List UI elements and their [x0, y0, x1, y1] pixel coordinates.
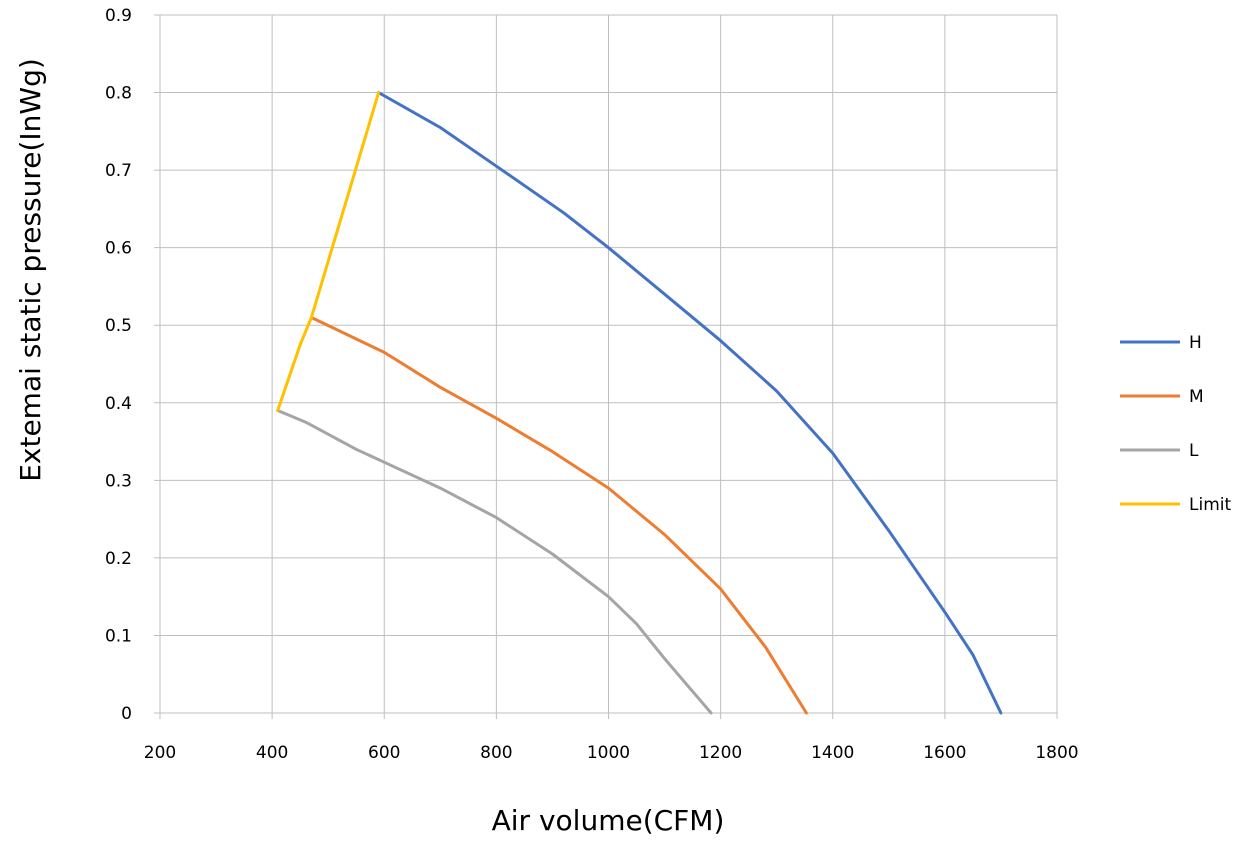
legend: H M L Limit [1120, 333, 1231, 515]
legend-label: L [1189, 441, 1199, 461]
y-tick-label: 0.5 [105, 316, 132, 336]
y-tick-label: 0.9 [105, 6, 132, 26]
x-tick-label: 1200 [699, 743, 742, 763]
x-tick-label: 1800 [1035, 743, 1078, 763]
y-tick-label: 0.4 [105, 394, 132, 414]
x-tick-label: 1000 [587, 743, 630, 763]
x-axis-title: Air volume(CFM) [492, 804, 725, 837]
x-axis-tick-labels: 200 400 600 800 1000 1200 1400 1600 1800 [144, 743, 1079, 763]
y-tick-label: 0.1 [105, 626, 132, 646]
x-tick-label: 400 [256, 743, 288, 763]
series-line-limit [276, 91, 381, 412]
grid-lines [154, 14, 1058, 719]
legend-label: Limit [1189, 495, 1231, 515]
series-lines [276, 91, 1003, 715]
legend-item-h: H [1120, 333, 1202, 353]
y-axis-title: Extemai static pressure(InWg) [14, 58, 47, 482]
legend-item-l: L [1120, 441, 1199, 461]
legend-item-limit: Limit [1120, 495, 1231, 515]
y-axis-tick-labels: 0 0.1 0.2 0.3 0.4 0.5 0.6 0.7 0.8 0.9 [105, 6, 132, 724]
y-tick-label: 0.6 [105, 239, 132, 259]
series-line-h [377, 91, 1003, 715]
x-tick-label: 800 [480, 743, 512, 763]
y-tick-label: 0.7 [105, 161, 132, 181]
series-line-m [309, 316, 808, 715]
x-tick-label: 1400 [811, 743, 854, 763]
x-tick-label: 600 [368, 743, 400, 763]
y-tick-label: 0.8 [105, 84, 132, 104]
y-tick-label: 0 [121, 704, 132, 724]
y-tick-label: 0.2 [105, 549, 132, 569]
legend-label: H [1189, 333, 1202, 353]
legend-item-m: M [1120, 387, 1204, 407]
series-line-l [276, 409, 713, 715]
x-tick-label: 1600 [923, 743, 966, 763]
y-tick-label: 0.3 [105, 471, 132, 491]
x-tick-label: 200 [144, 743, 176, 763]
legend-label: M [1189, 387, 1204, 407]
